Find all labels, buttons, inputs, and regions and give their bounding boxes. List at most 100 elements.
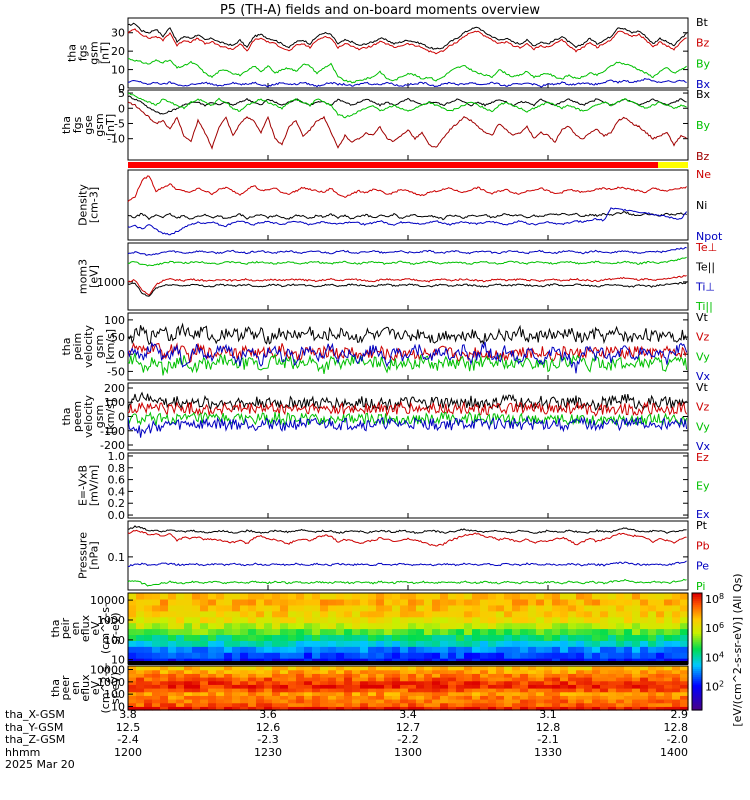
cell-peir-spectrogram	[304, 634, 313, 641]
cell-peir-spectrogram	[464, 593, 473, 600]
ylabel-peem-velocity-0: tha	[60, 407, 73, 425]
cell-peir-spectrogram	[168, 622, 177, 630]
cell-peer-spectrogram	[248, 677, 257, 682]
cell-peer-spectrogram	[216, 666, 225, 671]
cell-peer-spectrogram	[656, 677, 665, 682]
colorbar-cell	[692, 657, 702, 660]
cell-peer-spectrogram	[544, 673, 553, 678]
cell-peer-spectrogram	[600, 695, 609, 700]
cell-peir-spectrogram	[376, 604, 385, 612]
cell-peer-spectrogram	[680, 699, 689, 704]
cell-peer-spectrogram	[288, 673, 297, 678]
cell-peir-spectrogram	[192, 640, 201, 647]
cell-peir-spectrogram	[568, 652, 577, 659]
cell-peer-spectrogram	[144, 680, 153, 685]
cell-peer-spectrogram	[664, 669, 673, 674]
cell-peir-spectrogram	[136, 646, 145, 653]
cell-peer-spectrogram	[440, 706, 449, 711]
cell-peir-spectrogram	[456, 598, 465, 606]
cell-peer-spectrogram	[336, 706, 345, 711]
cell-peer-spectrogram	[248, 702, 257, 707]
cell-peer-spectrogram	[368, 677, 377, 682]
cell-peer-spectrogram	[504, 706, 513, 711]
cell-peir-spectrogram	[472, 634, 481, 641]
cell-peer-spectrogram	[656, 706, 665, 711]
cell-peer-spectrogram	[424, 699, 433, 704]
cell-peer-spectrogram	[640, 691, 649, 696]
cell-peer-spectrogram	[168, 688, 177, 693]
cell-peir-spectrogram	[208, 628, 217, 636]
cell-peer-spectrogram	[320, 706, 329, 711]
cell-peir-spectrogram	[560, 652, 569, 659]
colorbar-cell	[692, 688, 702, 692]
cell-peir-spectrogram	[552, 622, 561, 630]
cell-peir-spectrogram	[368, 604, 377, 612]
cell-peer-spectrogram	[600, 706, 609, 711]
cell-peer-spectrogram	[672, 677, 681, 682]
cell-peir-spectrogram	[664, 610, 673, 618]
cell-peir-spectrogram	[552, 652, 561, 659]
cell-peir-spectrogram	[680, 640, 689, 647]
cell-peer-spectrogram	[480, 695, 489, 700]
cell-peir-spectrogram	[520, 646, 529, 653]
series-temperature-Ti⊥	[127, 246, 687, 256]
cell-peir-spectrogram	[672, 634, 681, 641]
cell-peer-spectrogram	[416, 691, 425, 696]
cell-peer-spectrogram	[624, 677, 633, 682]
cell-peer-spectrogram	[392, 677, 401, 682]
cell-peir-spectrogram	[416, 616, 425, 624]
cell-peir-spectrogram	[504, 593, 513, 600]
cell-peer-spectrogram	[232, 699, 241, 704]
cell-peer-spectrogram	[568, 695, 577, 700]
cell-peir-spectrogram	[592, 628, 601, 636]
cell-peer-spectrogram	[512, 691, 521, 696]
cell-peir-spectrogram	[592, 604, 601, 612]
cell-peer-spectrogram	[504, 680, 513, 685]
cell-peer-spectrogram	[304, 695, 313, 700]
cell-peer-spectrogram	[432, 691, 441, 696]
cell-peer-spectrogram	[384, 680, 393, 685]
cell-peir-spectrogram	[376, 598, 385, 606]
cell-peir-spectrogram	[352, 593, 361, 600]
cell-peer-spectrogram	[656, 699, 665, 704]
colorbar-tick-exp-1: 6	[719, 621, 724, 630]
cell-peer-spectrogram	[664, 666, 673, 671]
cell-peer-spectrogram	[592, 702, 601, 707]
ylabel-fgs-mag-0: tha	[66, 44, 79, 62]
ylabel-fgs-gse-1: fgs	[71, 116, 84, 133]
cell-peer-spectrogram	[360, 666, 369, 671]
cell-peer-spectrogram	[216, 706, 225, 711]
cell-peir-spectrogram	[176, 610, 185, 618]
cell-peer-spectrogram	[400, 669, 409, 674]
cell-peir-spectrogram	[352, 628, 361, 636]
cell-peir-spectrogram	[184, 634, 193, 641]
cell-peer-spectrogram	[616, 702, 625, 707]
cell-peer-spectrogram	[400, 688, 409, 693]
cell-peir-spectrogram	[168, 604, 177, 612]
legend-density-1: Ni	[696, 199, 707, 212]
cell-peer-spectrogram	[368, 695, 377, 700]
cell-peir-spectrogram	[344, 646, 353, 653]
cell-peir-spectrogram	[160, 598, 169, 606]
cell-peer-spectrogram	[344, 669, 353, 674]
cell-peer-spectrogram	[336, 680, 345, 685]
cell-peer-spectrogram	[520, 688, 529, 693]
cell-peir-spectrogram	[432, 610, 441, 618]
cell-peir-spectrogram	[360, 646, 369, 653]
cell-peer-spectrogram	[520, 666, 529, 671]
cell-peir-spectrogram	[448, 640, 457, 647]
cell-peir-spectrogram	[336, 640, 345, 647]
cell-peir-spectrogram	[128, 634, 137, 641]
cell-peer-spectrogram	[144, 691, 153, 696]
cell-peir-spectrogram	[432, 646, 441, 653]
cell-peir-spectrogram	[408, 622, 417, 630]
ylabel-peer-spectrogram-2: en	[69, 681, 82, 695]
cell-peir-spectrogram	[680, 634, 689, 641]
cell-peer-spectrogram	[176, 688, 185, 693]
cell-peer-spectrogram	[152, 695, 161, 700]
cell-peir-spectrogram	[512, 616, 521, 624]
cell-peer-spectrogram	[376, 695, 385, 700]
cell-peir-spectrogram	[520, 640, 529, 647]
cell-peir-spectrogram	[152, 598, 161, 606]
cell-peir-spectrogram	[384, 646, 393, 653]
